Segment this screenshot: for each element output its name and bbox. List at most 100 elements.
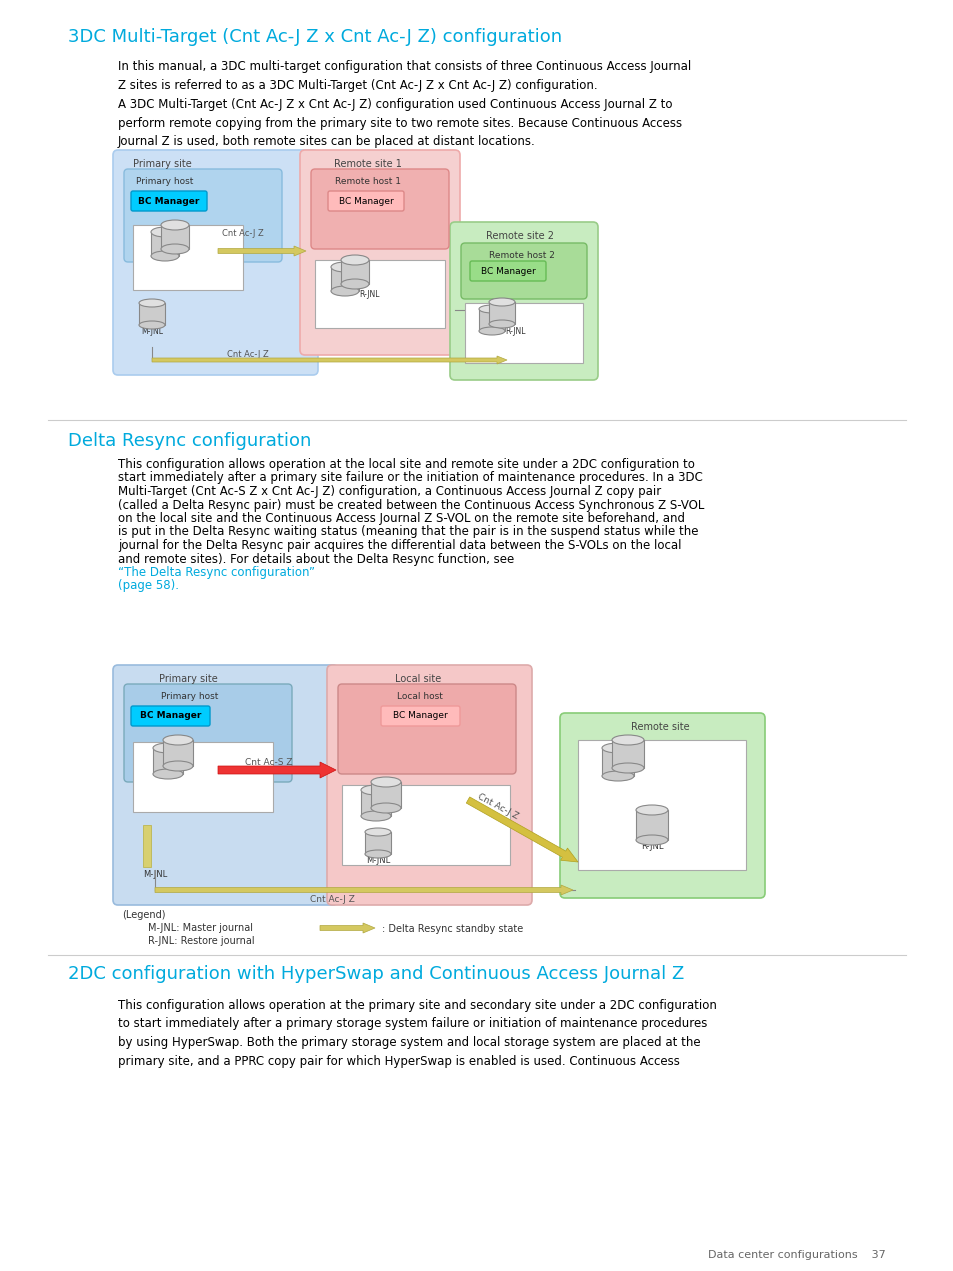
Text: BC Manager: BC Manager: [393, 712, 447, 721]
Text: M-JNL: M-JNL: [143, 871, 167, 880]
FancyArrow shape: [466, 797, 578, 862]
Bar: [360, 791, 391, 816]
Ellipse shape: [152, 769, 183, 779]
Bar: [161, 225, 189, 249]
Text: Multi-Target (Cnt Ac-S Z x Cnt Ac-J Z) configuration, a Continuous Access Journa: Multi-Target (Cnt Ac-S Z x Cnt Ac-J Z) c…: [118, 486, 660, 498]
Text: R-JNL: R-JNL: [359, 290, 380, 299]
Ellipse shape: [478, 305, 504, 313]
Text: (called a Delta Resync pair) must be created between the Continuous Access Synch: (called a Delta Resync pair) must be cre…: [118, 498, 703, 511]
FancyBboxPatch shape: [124, 169, 282, 262]
Ellipse shape: [360, 785, 391, 794]
FancyBboxPatch shape: [112, 665, 337, 905]
FancyBboxPatch shape: [112, 150, 317, 375]
Ellipse shape: [152, 744, 183, 752]
Ellipse shape: [371, 777, 400, 787]
Bar: [489, 302, 515, 324]
Ellipse shape: [151, 250, 179, 261]
Bar: [314, 261, 444, 328]
Ellipse shape: [331, 286, 358, 296]
Bar: [163, 740, 193, 766]
Text: BC Manager: BC Manager: [480, 267, 535, 276]
Text: Local site: Local site: [395, 674, 440, 684]
Text: R-JNL: R-JNL: [505, 327, 526, 336]
Bar: [601, 749, 634, 777]
Text: Primary host: Primary host: [136, 177, 193, 186]
Text: M-JNL: Master journal: M-JNL: Master journal: [148, 923, 253, 933]
Bar: [371, 782, 400, 808]
Bar: [464, 302, 582, 364]
Text: BC Manager: BC Manager: [140, 712, 201, 721]
Text: M-JNL: M-JNL: [141, 327, 163, 336]
Bar: [143, 825, 151, 867]
FancyArrow shape: [218, 763, 335, 778]
Ellipse shape: [360, 811, 391, 821]
Ellipse shape: [163, 735, 193, 745]
Ellipse shape: [489, 320, 515, 328]
Text: M-JNL: M-JNL: [366, 855, 390, 866]
Ellipse shape: [340, 255, 369, 264]
Bar: [578, 740, 745, 871]
Text: Cnt Ac-S Z: Cnt Ac-S Z: [245, 758, 293, 766]
Text: “The Delta Resync configuration”: “The Delta Resync configuration”: [118, 566, 314, 580]
Text: start immediately after a primary site failure or the initiation of maintenance : start immediately after a primary site f…: [118, 472, 702, 484]
FancyBboxPatch shape: [559, 713, 764, 899]
Bar: [132, 742, 273, 812]
Ellipse shape: [612, 763, 643, 773]
Ellipse shape: [331, 262, 358, 272]
Text: Cnt Ac-J Z: Cnt Ac-J Z: [310, 895, 355, 904]
Text: (Legend): (Legend): [122, 910, 165, 920]
FancyBboxPatch shape: [327, 665, 532, 905]
FancyArrow shape: [218, 247, 306, 255]
Ellipse shape: [161, 244, 189, 254]
Text: R-JNL: Restore journal: R-JNL: Restore journal: [148, 935, 254, 946]
Ellipse shape: [340, 280, 369, 289]
Text: and remote sites). For details about the Delta Resync function, see: and remote sites). For details about the…: [118, 553, 517, 566]
Ellipse shape: [371, 803, 400, 813]
FancyBboxPatch shape: [460, 243, 586, 299]
FancyBboxPatch shape: [450, 222, 598, 380]
Bar: [340, 261, 369, 283]
Text: Remote host 1: Remote host 1: [335, 177, 400, 186]
Bar: [636, 810, 667, 840]
Text: (page 58).: (page 58).: [118, 580, 179, 592]
Text: Remote site 1: Remote site 1: [334, 159, 401, 169]
FancyBboxPatch shape: [380, 705, 459, 726]
Ellipse shape: [636, 805, 667, 815]
FancyBboxPatch shape: [337, 684, 516, 774]
Text: Primary site: Primary site: [132, 159, 192, 169]
Ellipse shape: [139, 322, 165, 329]
FancyBboxPatch shape: [328, 191, 403, 211]
Text: journal for the Delta Resync pair acquires the differential data between the S-V: journal for the Delta Resync pair acquir…: [118, 539, 680, 552]
Bar: [139, 302, 165, 325]
Ellipse shape: [601, 744, 634, 752]
FancyArrow shape: [152, 356, 506, 364]
Text: 3DC Multi-Target (Cnt Ac-J Z x Cnt Ac-J Z) configuration: 3DC Multi-Target (Cnt Ac-J Z x Cnt Ac-J …: [68, 28, 561, 46]
Text: Delta Resync configuration: Delta Resync configuration: [68, 432, 311, 450]
Text: BC Manager: BC Manager: [338, 197, 393, 206]
Bar: [151, 233, 179, 255]
Text: BC Manager: BC Manager: [138, 197, 199, 206]
Ellipse shape: [636, 835, 667, 845]
Ellipse shape: [612, 735, 643, 745]
FancyArrow shape: [319, 923, 375, 933]
Ellipse shape: [365, 827, 391, 836]
Ellipse shape: [151, 228, 179, 236]
FancyArrow shape: [154, 885, 573, 895]
Text: 2DC configuration with HyperSwap and Continuous Access Journal Z: 2DC configuration with HyperSwap and Con…: [68, 965, 683, 982]
Text: A 3DC Multi-Target (Cnt Ac-J Z x Cnt Ac-J Z) configuration used Continuous Acces: A 3DC Multi-Target (Cnt Ac-J Z x Cnt Ac-…: [118, 98, 681, 147]
Text: This configuration allows operation at the local site and remote site under a 2D: This configuration allows operation at t…: [118, 458, 694, 472]
Ellipse shape: [478, 327, 504, 336]
Text: Cnt Ac-J Z: Cnt Ac-J Z: [222, 229, 263, 238]
Text: on the local site and the Continuous Access Journal Z S-VOL on the remote site b: on the local site and the Continuous Acc…: [118, 512, 684, 525]
Ellipse shape: [163, 761, 193, 771]
Text: Cnt Ac-J Z: Cnt Ac-J Z: [476, 792, 519, 821]
Ellipse shape: [365, 850, 391, 858]
Text: Primary host: Primary host: [161, 691, 218, 702]
Ellipse shape: [601, 771, 634, 780]
FancyBboxPatch shape: [470, 261, 545, 281]
Text: Local host: Local host: [396, 691, 442, 702]
Ellipse shape: [139, 299, 165, 308]
FancyBboxPatch shape: [124, 684, 292, 782]
Text: This configuration allows operation at the primary site and secondary site under: This configuration allows operation at t…: [118, 999, 716, 1068]
FancyBboxPatch shape: [131, 705, 210, 726]
